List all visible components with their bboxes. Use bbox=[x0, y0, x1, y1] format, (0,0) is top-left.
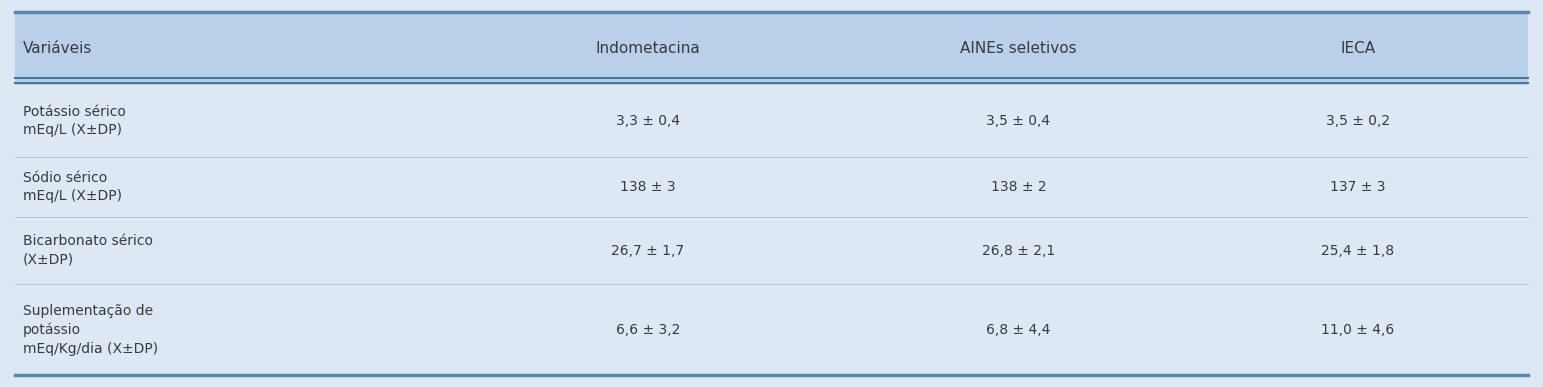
Text: Indometacina: Indometacina bbox=[596, 41, 701, 56]
Text: 6,6 ± 3,2: 6,6 ± 3,2 bbox=[616, 323, 680, 337]
Text: AINEs seletivos: AINEs seletivos bbox=[960, 41, 1077, 56]
Text: 6,8 ± 4,4: 6,8 ± 4,4 bbox=[986, 323, 1051, 337]
FancyBboxPatch shape bbox=[15, 157, 1528, 217]
Text: 3,5 ± 0,4: 3,5 ± 0,4 bbox=[986, 114, 1051, 128]
Text: Potássio sérico
mEq/L (X±DP): Potássio sérico mEq/L (X±DP) bbox=[23, 105, 127, 137]
Text: Suplementação de
potássio
mEq/Kg/dia (X±DP): Suplementação de potássio mEq/Kg/dia (X±… bbox=[23, 304, 159, 356]
Text: 3,5 ± 0,2: 3,5 ± 0,2 bbox=[1325, 114, 1390, 128]
Text: 11,0 ± 4,6: 11,0 ± 4,6 bbox=[1321, 323, 1395, 337]
Text: 137 ± 3: 137 ± 3 bbox=[1330, 180, 1386, 194]
Text: 26,8 ± 2,1: 26,8 ± 2,1 bbox=[981, 243, 1055, 258]
Text: 138 ± 2: 138 ± 2 bbox=[991, 180, 1046, 194]
FancyBboxPatch shape bbox=[15, 85, 1528, 157]
FancyBboxPatch shape bbox=[15, 12, 1528, 85]
Text: Bicarbonato sérico
(X±DP): Bicarbonato sérico (X±DP) bbox=[23, 235, 153, 267]
Text: 138 ± 3: 138 ± 3 bbox=[620, 180, 676, 194]
FancyBboxPatch shape bbox=[15, 284, 1528, 375]
FancyBboxPatch shape bbox=[15, 217, 1528, 284]
Text: 26,7 ± 1,7: 26,7 ± 1,7 bbox=[611, 243, 685, 258]
Text: IECA: IECA bbox=[1341, 41, 1375, 56]
Text: Sódio sérico
mEq/L (X±DP): Sódio sérico mEq/L (X±DP) bbox=[23, 171, 122, 203]
Text: Variáveis: Variáveis bbox=[23, 41, 93, 56]
Text: 25,4 ± 1,8: 25,4 ± 1,8 bbox=[1321, 243, 1395, 258]
Text: 3,3 ± 0,4: 3,3 ± 0,4 bbox=[616, 114, 680, 128]
